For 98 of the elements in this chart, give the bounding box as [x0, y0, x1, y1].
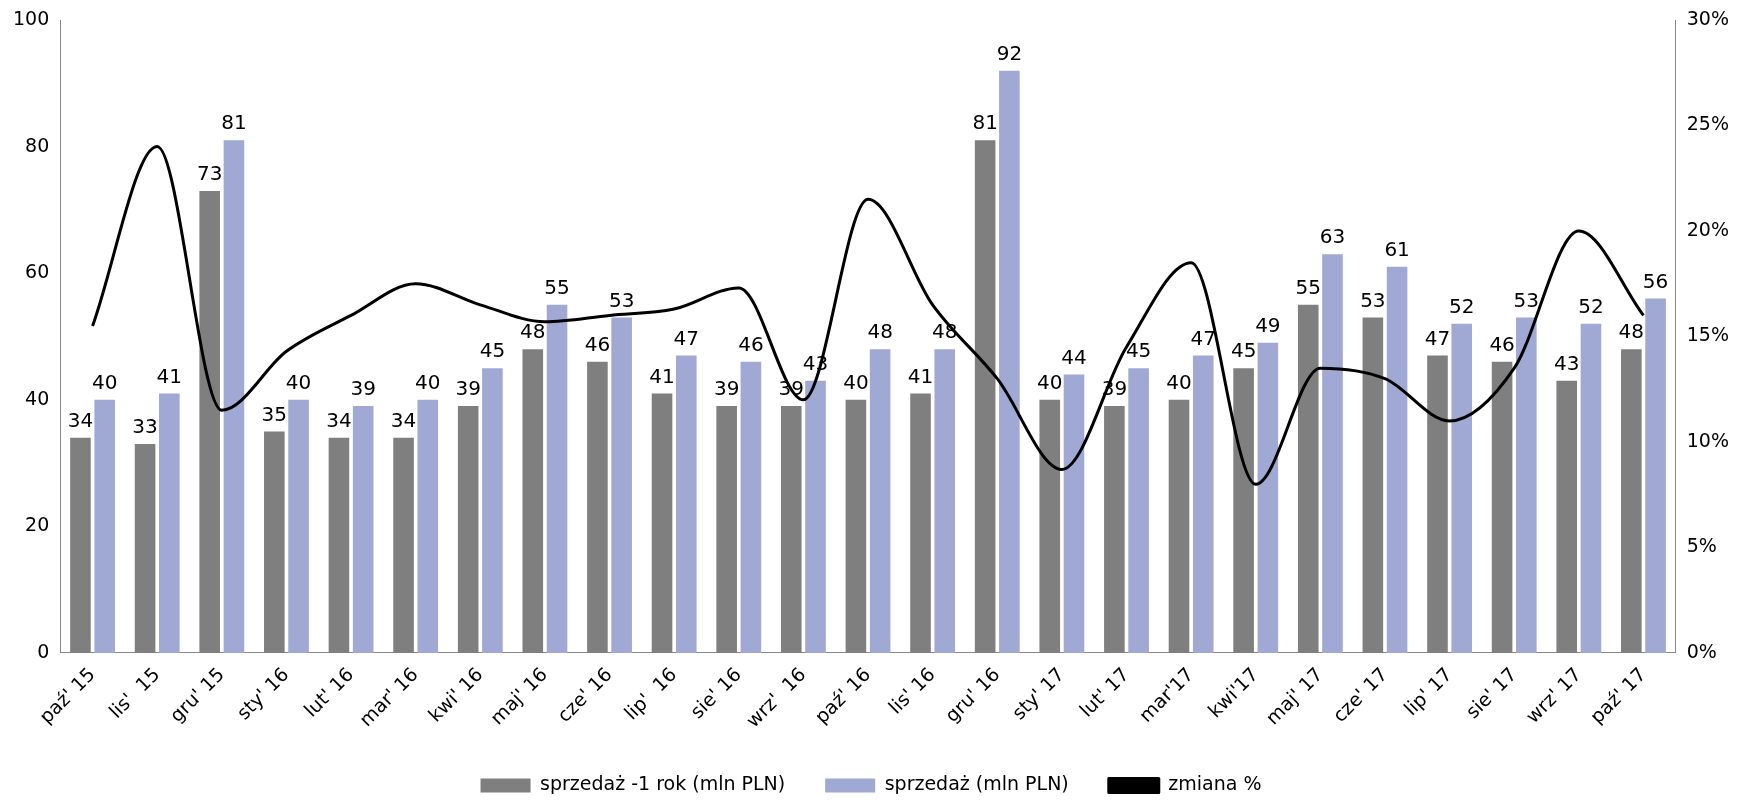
legend-label: sprzedaż -1 rok (mln PLN) — [540, 772, 786, 795]
data-label: 52 — [1578, 294, 1604, 319]
y-tick-label: 40 — [25, 386, 50, 409]
x-tick-label: lis' 16 — [883, 662, 939, 718]
x-tick-label: lis' 15 — [104, 662, 164, 723]
bar — [1516, 317, 1537, 653]
data-label: 43 — [1554, 351, 1580, 375]
y2-tick-label: 30% — [1686, 6, 1729, 29]
bar — [1128, 368, 1149, 653]
x-tick-label: sty' 17 — [1007, 662, 1069, 724]
data-label: 63 — [1319, 224, 1346, 249]
data-label: 53 — [1513, 287, 1540, 312]
x-tick-label: sie' 17 — [1460, 662, 1521, 723]
data-label: 55 — [1295, 275, 1321, 300]
data-label: 40 — [1166, 369, 1192, 394]
data-label: 39 — [455, 376, 481, 401]
y2-tick-label: 0% — [1686, 639, 1717, 662]
legend-label: sprzedaż (mln PLN) — [884, 772, 1069, 795]
bar — [1451, 323, 1473, 653]
data-label: 40 — [1037, 369, 1063, 394]
y-tick-label: 60 — [25, 260, 50, 283]
data-label: 39 — [350, 376, 376, 401]
data-label: 39 — [713, 376, 740, 401]
bar — [1580, 323, 1602, 653]
bar — [675, 355, 697, 653]
data-label: 46 — [738, 332, 764, 357]
data-label: 53 — [1360, 287, 1386, 312]
bar — [805, 380, 826, 653]
bar — [611, 317, 632, 653]
bar — [94, 399, 115, 653]
data-label: 45 — [1125, 338, 1152, 363]
data-label: 52 — [1448, 294, 1475, 319]
x-tick-label: lip' 16 — [619, 662, 681, 724]
bar — [1257, 342, 1279, 653]
data-label: 92 — [996, 40, 1023, 65]
data-label: 35 — [261, 401, 288, 426]
y-tick-label: 100 — [13, 6, 50, 29]
bar — [482, 368, 503, 653]
data-label: 46 — [584, 332, 611, 357]
data-label: 44 — [1061, 344, 1087, 369]
y-tick-label: 20 — [25, 513, 50, 536]
y-tick-label: 80 — [25, 133, 50, 156]
data-label: 61 — [1384, 237, 1410, 262]
data-label: 73 — [196, 161, 223, 186]
data-label: 41 — [649, 363, 675, 388]
data-label: 47 — [673, 325, 699, 350]
data-label: 49 — [1255, 313, 1281, 338]
data-label: 56 — [1642, 268, 1669, 293]
y2-tick-label: 25% — [1686, 112, 1729, 135]
data-label: 48 — [520, 319, 546, 344]
data-label: 55 — [544, 275, 570, 300]
bar — [223, 140, 245, 653]
data-label: 40 — [91, 369, 118, 394]
data-label: 40 — [843, 369, 869, 394]
bar — [1322, 254, 1343, 653]
data-label: 48 — [867, 319, 893, 344]
data-label: 34 — [390, 407, 417, 432]
x-tick-label: lut' 17 — [1074, 662, 1133, 721]
x-tick-label: sie' 16 — [685, 662, 746, 723]
bar — [159, 393, 180, 653]
y2-tick-label: 10% — [1686, 428, 1729, 451]
bar — [1386, 266, 1408, 653]
legend-label: zmiana % — [1168, 772, 1262, 795]
data-label: 33 — [132, 414, 158, 439]
x-tick-label: lut' 16 — [299, 662, 358, 721]
x-tick-label: sty' 16 — [231, 662, 293, 724]
bar — [999, 70, 1020, 653]
y2-tick-label: 15% — [1686, 323, 1729, 346]
data-label: 40 — [285, 369, 312, 394]
bar — [740, 361, 762, 653]
data-label: 47 — [1190, 325, 1216, 350]
y-tick-label: 0 — [37, 639, 50, 662]
bar — [1645, 298, 1666, 653]
bar — [1192, 355, 1214, 653]
bar — [1063, 374, 1085, 653]
bar — [288, 399, 309, 653]
data-label: 41 — [907, 363, 934, 388]
y2-tick-label: 20% — [1686, 217, 1729, 240]
data-label: 53 — [608, 287, 635, 312]
bar — [934, 349, 956, 653]
line-series — [91, 145, 1645, 486]
bar — [417, 399, 439, 653]
y2-tick-label: 5% — [1686, 534, 1717, 557]
bar — [352, 406, 374, 653]
data-label: 41 — [156, 363, 183, 388]
data-label: 45 — [479, 338, 506, 363]
data-label: 46 — [1489, 332, 1515, 357]
data-label: 40 — [415, 369, 441, 394]
x-tick-label: lip' 17 — [1399, 662, 1456, 720]
data-label: 48 — [1618, 319, 1645, 344]
bar — [546, 304, 568, 653]
data-label: 81 — [221, 110, 247, 135]
bar — [869, 349, 891, 653]
data-label: 34 — [67, 407, 94, 432]
data-label: 34 — [326, 407, 352, 432]
data-label: 47 — [1424, 325, 1451, 350]
data-label: 45 — [1230, 338, 1257, 363]
data-label: 81 — [972, 110, 998, 135]
